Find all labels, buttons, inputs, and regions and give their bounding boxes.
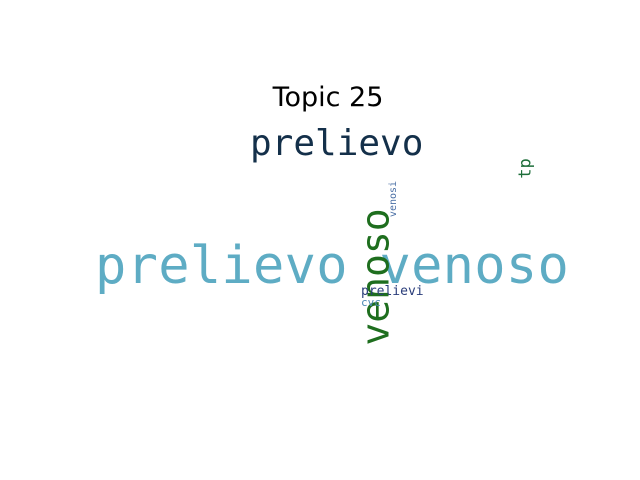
word-prelievo-venoso: prelievo venoso <box>95 236 570 296</box>
word-venoso: venoso <box>353 208 398 346</box>
word-cvc: cvc <box>361 296 381 309</box>
figure-title: Topic 25 <box>272 82 384 113</box>
word-tp: tp <box>515 158 536 179</box>
word-venosi: venosi <box>388 180 400 218</box>
word-prelievi: prelievi <box>361 284 424 299</box>
word-prelievo: prelievo <box>250 123 424 164</box>
